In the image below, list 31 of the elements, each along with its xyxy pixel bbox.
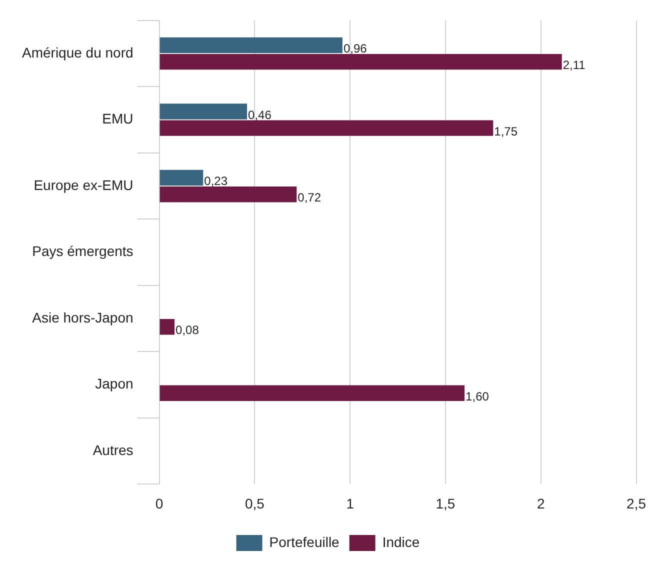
y-tick-label: Asie hors-Japon	[32, 309, 134, 326]
bar	[160, 170, 204, 186]
bar	[160, 385, 465, 401]
data-label: 0,08	[176, 323, 200, 338]
data-label: 1,75	[494, 124, 518, 138]
data-label: 2,11	[562, 58, 586, 72]
bar	[160, 120, 494, 136]
y-tick-label: Pays émergents	[32, 243, 134, 260]
x-tick-label: 1,5	[436, 495, 456, 512]
data-label: 0,96	[343, 42, 368, 56]
y-tick-label: EMU	[102, 110, 134, 127]
x-tick-label: 2,5	[626, 495, 646, 512]
y-tick-label: Japon	[95, 376, 134, 392]
legend-label: Indice	[382, 534, 420, 550]
data-label: 0,46	[248, 108, 272, 122]
legend-label: Portefeuille	[269, 534, 340, 550]
y-tick-label: Europe ex-EMU	[34, 176, 134, 193]
x-tick-label: 1	[346, 495, 354, 512]
y-tick-label: Amérique du nord	[22, 44, 134, 60]
data-label: 0,23	[204, 174, 228, 188]
bar	[160, 54, 562, 70]
x-tick-label: 2	[536, 495, 545, 512]
bar	[160, 318, 175, 335]
data-label: 1,60	[466, 389, 490, 404]
x-tick-label: 0,5	[244, 495, 265, 512]
data-label: 0,72	[298, 190, 322, 205]
bar	[160, 186, 297, 202]
bar	[160, 104, 248, 120]
x-tick-label: 0	[155, 495, 164, 512]
y-tick-label: Autres	[92, 442, 134, 458]
bar	[160, 37, 342, 54]
